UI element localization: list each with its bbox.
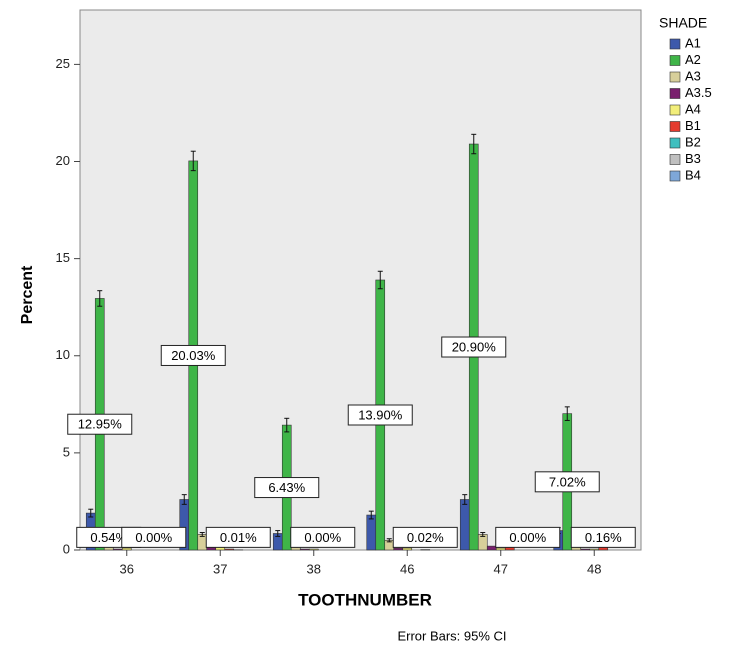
value-label: 0.16% bbox=[585, 530, 622, 545]
x-tick-label: 48 bbox=[587, 561, 601, 576]
legend-swatch bbox=[670, 39, 680, 49]
legend-label: A3.5 bbox=[685, 85, 712, 100]
legend-title: SHADE bbox=[659, 15, 707, 31]
x-tick-label: 37 bbox=[213, 561, 227, 576]
value-label: 6.43% bbox=[268, 480, 305, 495]
legend-swatch bbox=[670, 105, 680, 115]
x-tick-label: 46 bbox=[400, 561, 414, 576]
y-tick-label: 15 bbox=[56, 250, 70, 265]
bar bbox=[394, 548, 403, 550]
legend-swatch bbox=[670, 138, 680, 148]
y-axis-label: Percent bbox=[19, 265, 36, 324]
x-tick-label: 47 bbox=[494, 561, 508, 576]
bar bbox=[300, 549, 309, 550]
y-tick-label: 10 bbox=[56, 347, 70, 362]
y-tick-label: 20 bbox=[56, 153, 70, 168]
y-tick-label: 0 bbox=[63, 541, 70, 556]
value-label: 7.02% bbox=[549, 474, 586, 489]
legend-swatch bbox=[670, 56, 680, 66]
bar bbox=[590, 549, 599, 550]
value-label: 0.00% bbox=[135, 530, 172, 545]
legend-swatch bbox=[670, 155, 680, 165]
bar bbox=[122, 548, 131, 550]
bar bbox=[487, 546, 496, 550]
legend-swatch bbox=[670, 89, 680, 99]
legend-label: A1 bbox=[685, 35, 701, 50]
value-label: 20.03% bbox=[171, 348, 216, 363]
footnote: Error Bars: 95% CI bbox=[397, 628, 506, 643]
bar bbox=[309, 549, 318, 550]
bar bbox=[581, 549, 590, 550]
x-axis-label: TOOTHNUMBER bbox=[298, 590, 432, 609]
legend-swatch bbox=[670, 171, 680, 181]
y-tick-label: 25 bbox=[56, 56, 70, 71]
value-label: 0.00% bbox=[304, 530, 341, 545]
bar bbox=[367, 515, 376, 550]
value-label: 0.00% bbox=[509, 530, 546, 545]
value-label: 13.90% bbox=[358, 407, 403, 422]
legend-label: A2 bbox=[685, 52, 701, 67]
bar bbox=[460, 499, 469, 550]
legend-label: B4 bbox=[685, 167, 701, 182]
legend-swatch bbox=[670, 72, 680, 82]
value-label: 20.90% bbox=[452, 339, 497, 354]
x-tick-label: 36 bbox=[120, 561, 134, 576]
plot-area bbox=[80, 10, 641, 550]
y-tick-label: 5 bbox=[63, 444, 70, 459]
legend-swatch bbox=[670, 122, 680, 132]
value-label: 0.01% bbox=[220, 530, 257, 545]
legend-label: B1 bbox=[685, 118, 701, 133]
bar bbox=[113, 549, 122, 550]
legend-label: A3 bbox=[685, 68, 701, 83]
bar bbox=[403, 548, 412, 550]
x-tick-label: 38 bbox=[307, 561, 321, 576]
legend-label: A4 bbox=[685, 101, 701, 116]
legend-label: B2 bbox=[685, 134, 701, 149]
value-label: 12.95% bbox=[78, 417, 123, 432]
value-label: 0.02% bbox=[407, 530, 444, 545]
bar bbox=[225, 549, 234, 550]
bar bbox=[496, 548, 505, 550]
legend-label: B3 bbox=[685, 151, 701, 166]
